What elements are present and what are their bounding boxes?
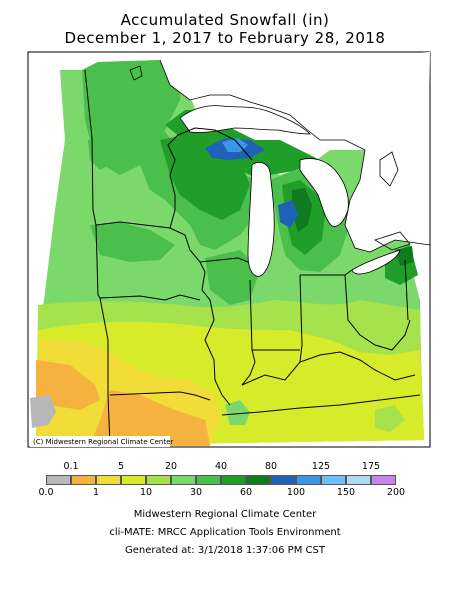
legend-swatch bbox=[246, 475, 271, 485]
legend-swatch bbox=[371, 475, 396, 485]
legend-bottom-label: 1 bbox=[92, 487, 100, 498]
footer-generated: Generated at: 3/1/2018 1:37:06 PM CST bbox=[125, 545, 325, 556]
legend-top-label: 80 bbox=[264, 461, 278, 472]
legend-bottom-label: 100 bbox=[286, 487, 306, 498]
legend-top-label: 20 bbox=[164, 461, 178, 472]
legend-bottom-label: 0.0 bbox=[38, 487, 54, 498]
legend-swatch bbox=[196, 475, 221, 485]
legend-top-label: 125 bbox=[311, 461, 331, 472]
legend-bottom-label: 10 bbox=[139, 487, 153, 498]
legend-swatch bbox=[221, 475, 246, 485]
lake-outlines bbox=[159, 59, 431, 277]
legend-top-label: 175 bbox=[361, 461, 381, 472]
map-date-range: December 1, 2017 to February 28, 2018 bbox=[64, 29, 386, 47]
footer-tool: cli-MATE: MRCC Application Tools Environ… bbox=[109, 527, 341, 538]
legend-bottom-label: 60 bbox=[239, 487, 253, 498]
legend-swatch bbox=[271, 475, 296, 485]
legend-swatch bbox=[71, 475, 96, 485]
snowfall-shading bbox=[30, 52, 430, 446]
legend-top-label: 0.1 bbox=[63, 461, 79, 472]
legend-top-label: 5 bbox=[117, 461, 125, 472]
legend-swatch bbox=[296, 475, 321, 485]
canada-lakes bbox=[129, 65, 411, 251]
legend-top-label: 40 bbox=[214, 461, 228, 472]
legend-swatch bbox=[171, 475, 196, 485]
legend-swatch bbox=[46, 475, 71, 485]
state-boundaries bbox=[84, 69, 421, 447]
legend-bottom-label: 150 bbox=[336, 487, 356, 498]
legend-bottom-label: 200 bbox=[386, 487, 406, 498]
copyright-box bbox=[30, 436, 170, 447]
legend-bottom-label: 30 bbox=[189, 487, 203, 498]
legend-swatch bbox=[121, 475, 146, 485]
legend-swatch bbox=[96, 475, 121, 485]
legend-swatch bbox=[321, 475, 346, 485]
copyright-text: (C) Midwestern Regional Climate Center bbox=[33, 438, 173, 446]
legend-swatch bbox=[146, 475, 171, 485]
map-title: Accumulated Snowfall (in) bbox=[120, 11, 330, 29]
footer-organization: Midwestern Regional Climate Center bbox=[133, 509, 317, 520]
legend-swatch bbox=[346, 475, 371, 485]
